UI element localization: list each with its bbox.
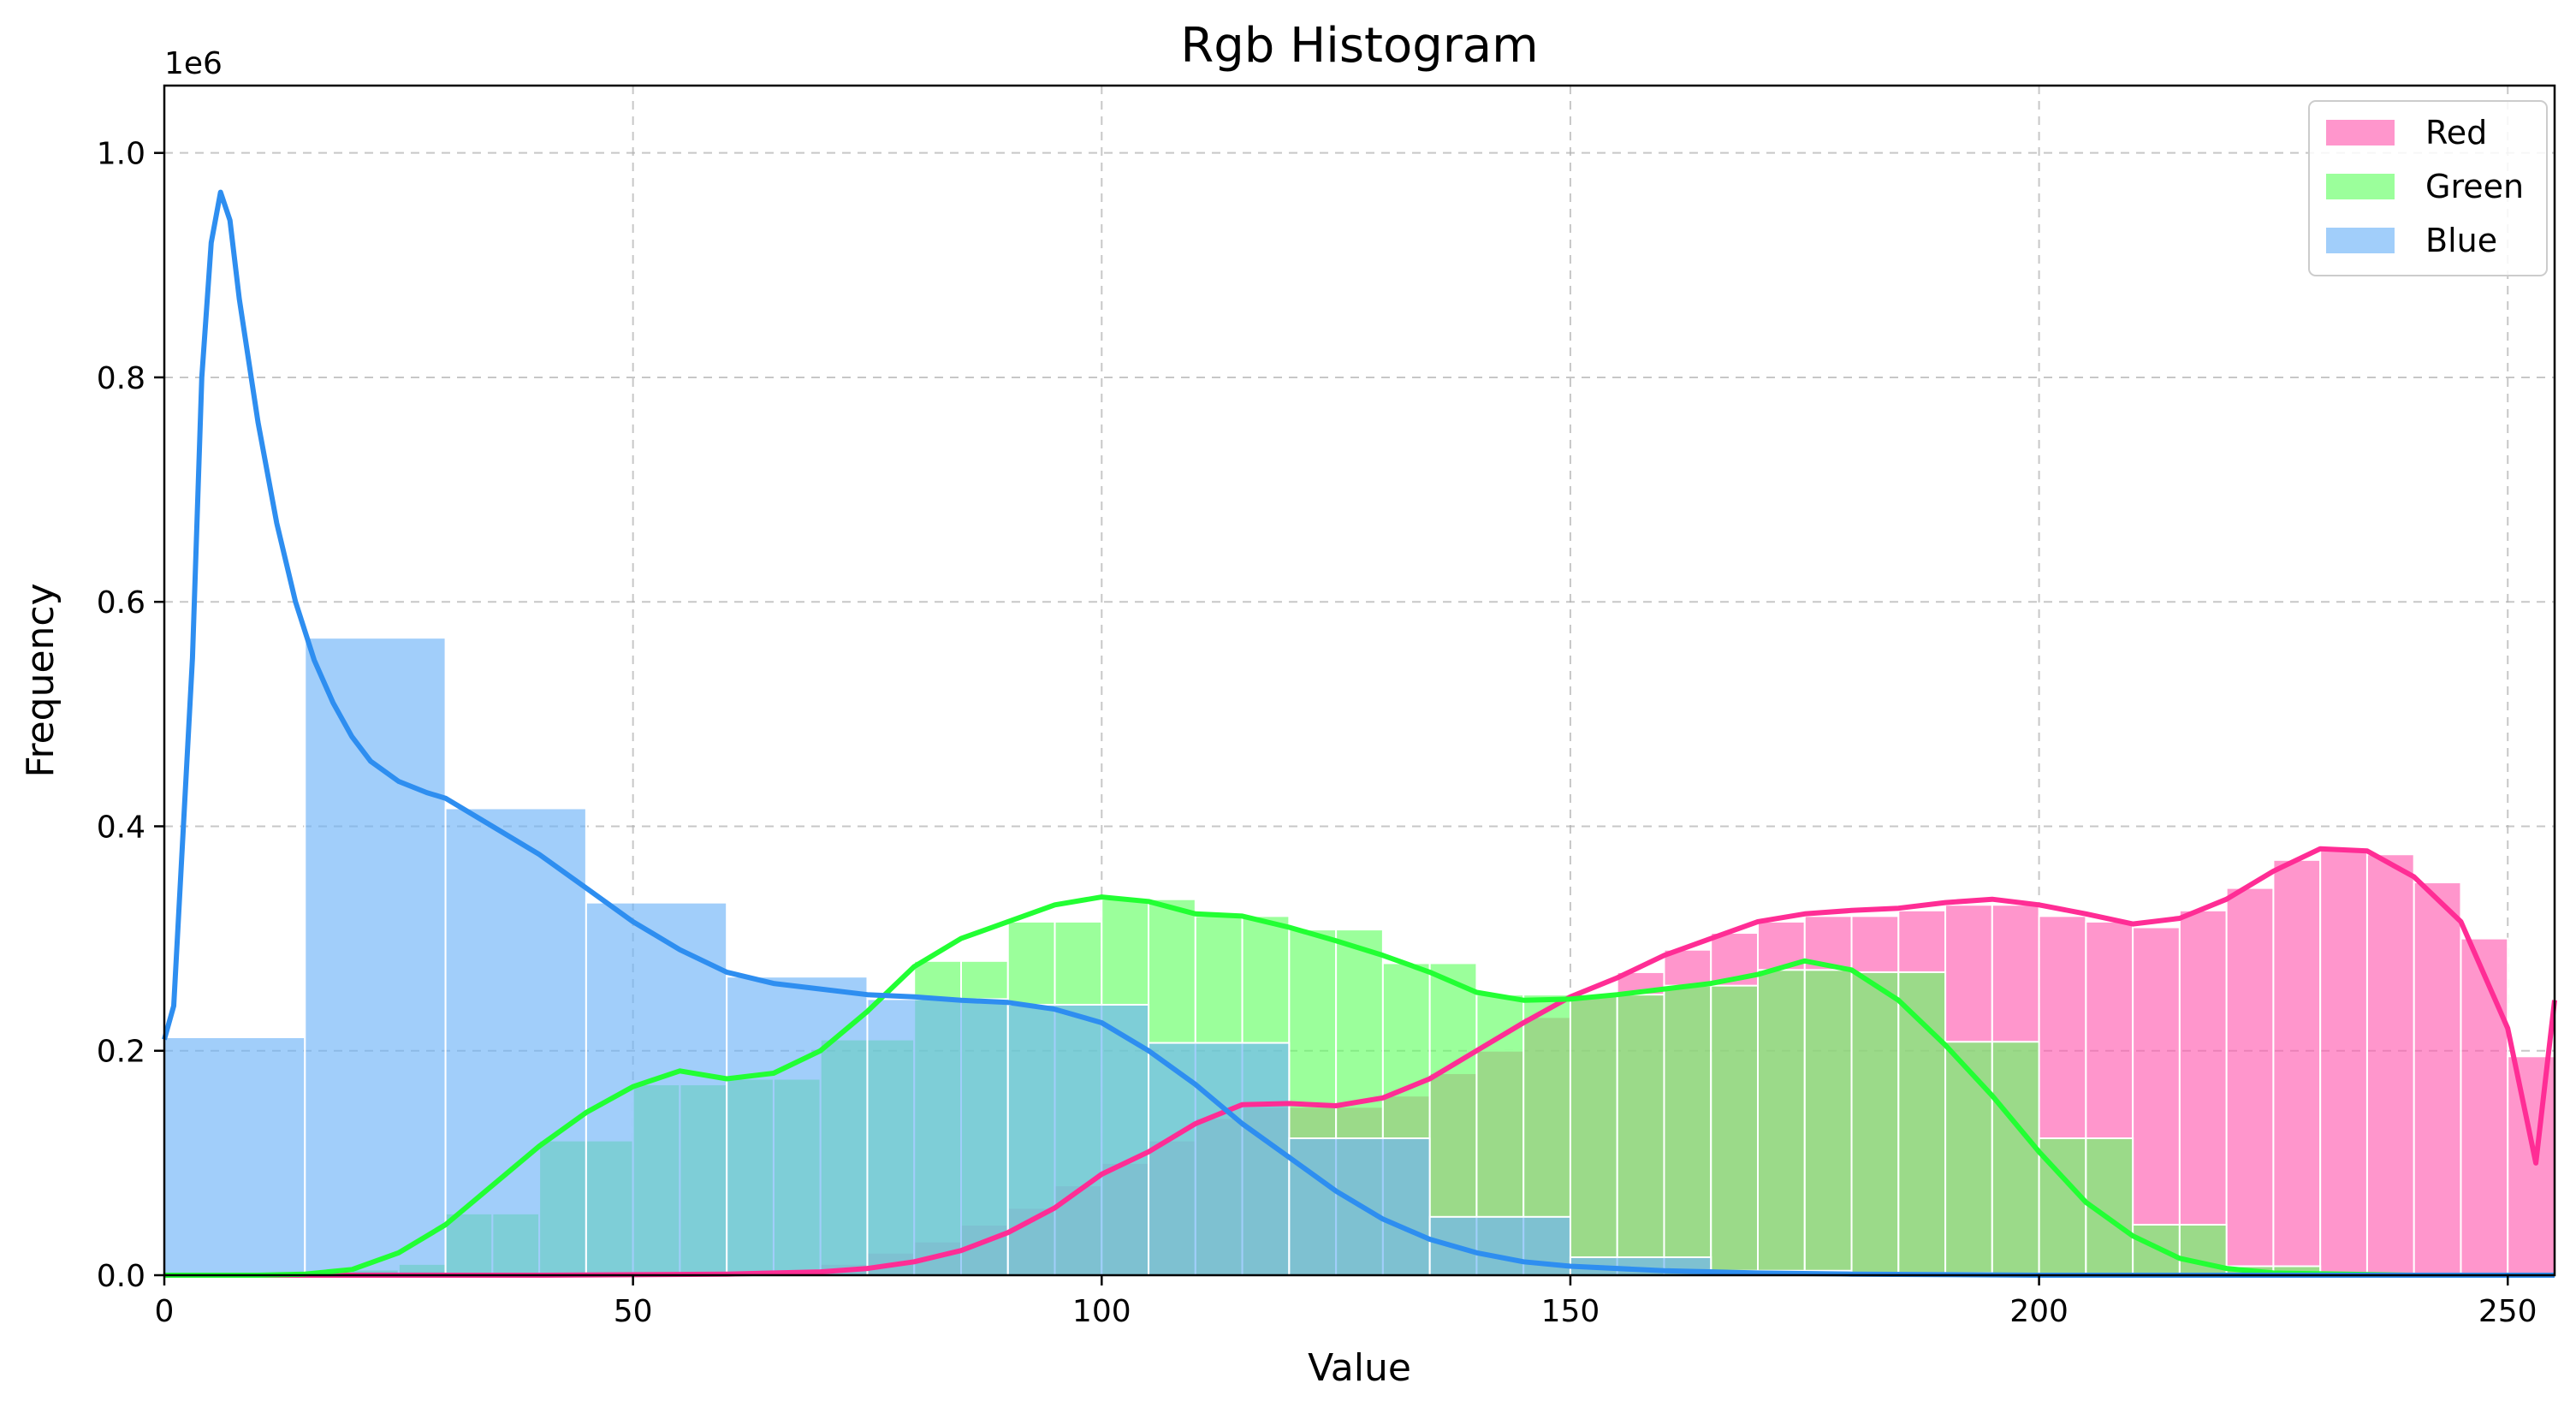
bar-red bbox=[2413, 882, 2462, 1276]
axis-ticks: 0 50 100 150 200 250 0.0 0.2 0.4 0.6 0.8 1.0 bbox=[97, 137, 2537, 1329]
bar-blue bbox=[304, 637, 447, 1276]
bar-green bbox=[1803, 969, 1853, 1277]
bar-green bbox=[1710, 984, 1760, 1276]
bar-red bbox=[2272, 858, 2322, 1277]
x-tick-label: 250 bbox=[2478, 1294, 2537, 1329]
legend-swatch-green bbox=[2326, 174, 2395, 199]
y-tick-label: 0.0 bbox=[97, 1259, 145, 1294]
x-tick-label: 200 bbox=[2009, 1294, 2069, 1329]
bar-green bbox=[1850, 971, 1900, 1276]
bar-blue bbox=[163, 1036, 306, 1276]
kde-lines bbox=[162, 189, 2557, 1278]
chart-title: Rgb Histogram bbox=[1180, 18, 1538, 74]
bar-red bbox=[2178, 909, 2228, 1277]
y-tick-label: 0.6 bbox=[97, 585, 145, 620]
y-scale-multiplier: 1e6 bbox=[164, 46, 223, 81]
bar-blue bbox=[1148, 1042, 1291, 1277]
bar-green bbox=[1616, 994, 1665, 1276]
legend-swatch-red bbox=[2326, 120, 2395, 145]
bar-green bbox=[1991, 1041, 2040, 1276]
kde-line-green bbox=[164, 894, 2555, 1278]
bar-blue bbox=[726, 976, 869, 1277]
x-tick-label: 100 bbox=[1072, 1294, 1131, 1329]
x-tick-label: 50 bbox=[614, 1294, 653, 1329]
bar-red bbox=[2365, 853, 2415, 1276]
bar-blue bbox=[444, 807, 587, 1276]
histogram-bars bbox=[163, 637, 2556, 1277]
kde-line-blue bbox=[162, 189, 2555, 1278]
bar-green bbox=[1663, 984, 1712, 1276]
x-tick-label: 150 bbox=[1541, 1294, 1600, 1329]
kde-line-red bbox=[164, 846, 2557, 1278]
y-tick-label: 0.4 bbox=[97, 810, 145, 845]
legend-swatch-blue bbox=[2326, 228, 2395, 253]
bar-green bbox=[1569, 994, 1618, 1276]
bar-red bbox=[2132, 926, 2181, 1277]
legend-label-blue: Blue bbox=[2425, 222, 2497, 259]
bar-red bbox=[2319, 847, 2368, 1276]
bar-blue bbox=[585, 901, 728, 1276]
bar-blue bbox=[866, 998, 1009, 1276]
y-tick-label: 0.8 bbox=[97, 361, 145, 396]
y-tick-label: 1.0 bbox=[97, 137, 145, 172]
bar-blue bbox=[1006, 1003, 1150, 1276]
plot-frame bbox=[163, 84, 2556, 1277]
y-tick-label: 0.2 bbox=[97, 1035, 145, 1070]
bar-green bbox=[1757, 969, 1806, 1277]
bar-green bbox=[1944, 1041, 1993, 1276]
bar-red bbox=[2460, 937, 2509, 1276]
y-axis-label: Frequency bbox=[19, 583, 62, 777]
bar-green bbox=[1897, 971, 1947, 1276]
legend-label-green: Green bbox=[2425, 168, 2524, 205]
x-axis-label: Value bbox=[1308, 1346, 1411, 1390]
x-tick-label: 0 bbox=[155, 1294, 175, 1329]
legend: Red Green Blue bbox=[2308, 100, 2548, 276]
bar-red bbox=[2507, 1055, 2556, 1277]
bar-red bbox=[2225, 887, 2275, 1277]
legend-label-red: Red bbox=[2425, 114, 2487, 151]
